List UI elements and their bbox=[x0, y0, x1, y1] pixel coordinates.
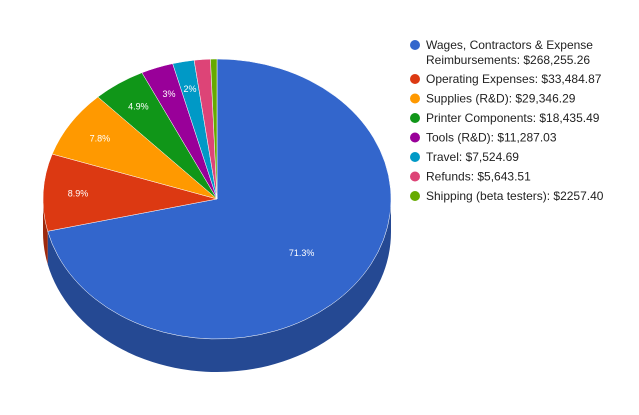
legend-item[interactable]: Travel: $7,524.69 bbox=[410, 150, 519, 164]
legend-label: Operating Expenses: $33,484.87 bbox=[426, 72, 602, 86]
legend-item[interactable]: Supplies (R&D): $29,346.29 bbox=[410, 92, 576, 106]
pie-side-0 bbox=[47, 199, 391, 372]
legend-marker bbox=[410, 191, 420, 201]
pie-percent-labels: 71.3% 8.9% 7.8% 4.9% 3% 2% bbox=[68, 84, 315, 258]
legend-label: Refunds: $5,643.51 bbox=[426, 170, 531, 184]
legend-item[interactable]: Wages, Contractors & ExpenseReimbursemen… bbox=[410, 38, 593, 67]
slice-percent-label: 2% bbox=[184, 84, 197, 94]
slice-percent-label: 7.8% bbox=[90, 133, 111, 143]
legend-marker bbox=[410, 93, 420, 104]
slice-percent-label: 71.3% bbox=[289, 248, 315, 258]
legend-marker bbox=[410, 113, 420, 123]
legend-marker bbox=[410, 40, 420, 50]
pie-slice-0[interactable] bbox=[47, 58, 392, 340]
legend-item[interactable]: Refunds: $5,643.51 bbox=[410, 170, 531, 184]
slice-percent-label: 3% bbox=[163, 89, 176, 99]
slice-percent-label: 8.9% bbox=[68, 189, 89, 199]
legend-item[interactable]: Tools (R&D): $11,287.03 bbox=[410, 131, 557, 145]
legend-marker bbox=[410, 152, 420, 162]
legend-item[interactable]: Operating Expenses: $33,484.87 bbox=[410, 72, 602, 86]
legend-label: Printer Components: $18,435.49 bbox=[426, 111, 600, 125]
legend: Wages, Contractors & ExpenseReimbursemen… bbox=[410, 38, 604, 203]
legend-label: Travel: $7,524.69 bbox=[426, 150, 519, 164]
legend-marker bbox=[410, 74, 420, 84]
legend-label: Supplies (R&D): $29,346.29 bbox=[426, 92, 576, 106]
legend-item[interactable]: Shipping (beta testers): $2257.40 bbox=[410, 189, 604, 203]
slice-percent-label: 4.9% bbox=[128, 102, 149, 112]
legend-marker bbox=[410, 171, 420, 182]
pie-slices bbox=[42, 58, 392, 340]
legend-item[interactable]: Printer Components: $18,435.49 bbox=[410, 111, 600, 125]
pie-slice-7[interactable] bbox=[210, 58, 218, 200]
pie-slice-1[interactable] bbox=[42, 153, 218, 232]
legend-label: Tools (R&D): $11,287.03 bbox=[426, 131, 557, 145]
legend-label: Shipping (beta testers): $2257.40 bbox=[426, 189, 604, 203]
legend-label: Reimbursements: $268,255.26 bbox=[426, 53, 590, 67]
legend-marker bbox=[410, 132, 420, 143]
legend-label: Wages, Contractors & Expense bbox=[426, 38, 593, 52]
